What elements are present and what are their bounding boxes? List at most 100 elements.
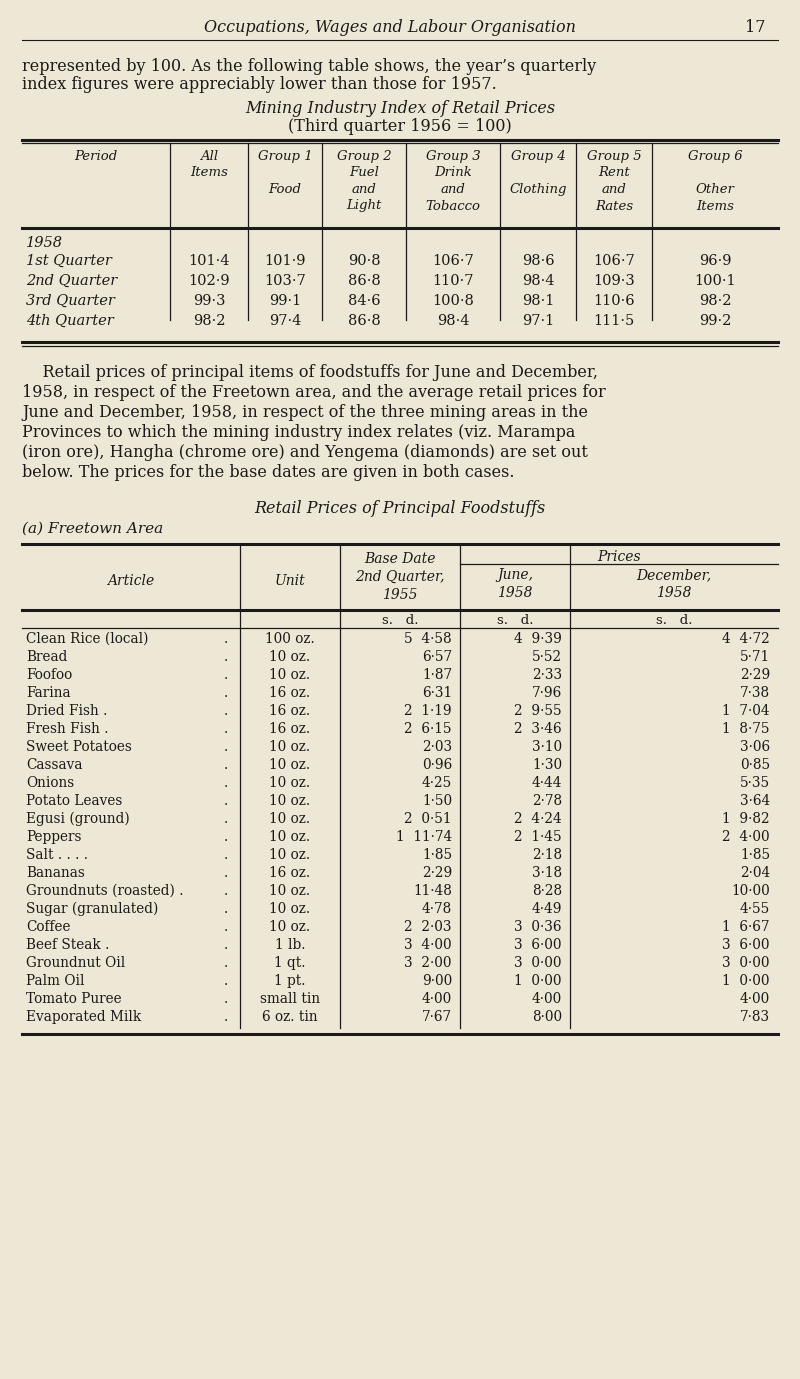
Text: 100·1: 100·1 [694, 274, 736, 288]
Text: s.   d.: s. d. [656, 614, 692, 627]
Text: Prices: Prices [597, 550, 641, 564]
Text: small tin: small tin [260, 992, 320, 1007]
Text: 98·4: 98·4 [437, 314, 470, 328]
Text: 1  7·04: 1 7·04 [722, 705, 770, 718]
Text: 2·18: 2·18 [532, 848, 562, 862]
Text: 3·06: 3·06 [740, 741, 770, 754]
Text: 110·7: 110·7 [432, 274, 474, 288]
Text: 86·8: 86·8 [348, 314, 380, 328]
Text: 3·10: 3·10 [532, 741, 562, 754]
Text: Potato Leaves: Potato Leaves [26, 794, 122, 808]
Text: 2  1·45: 2 1·45 [514, 830, 562, 844]
Text: 4·00: 4·00 [532, 992, 562, 1007]
Text: 17: 17 [745, 19, 766, 36]
Text: Coffee: Coffee [26, 920, 70, 934]
Text: 4·00: 4·00 [740, 992, 770, 1007]
Text: .: . [224, 705, 228, 718]
Text: represented by 100. As the following table shows, the year’s quarterly: represented by 100. As the following tab… [22, 58, 596, 74]
Text: 98·4: 98·4 [522, 274, 554, 288]
Text: 2  4·00: 2 4·00 [722, 830, 770, 844]
Text: Cassava: Cassava [26, 758, 82, 772]
Text: .: . [224, 758, 228, 772]
Text: Beef Steak .: Beef Steak . [26, 938, 110, 952]
Text: 99·3: 99·3 [193, 294, 226, 308]
Text: 4·00: 4·00 [422, 992, 452, 1007]
Text: (Third quarter 1956 = 100): (Third quarter 1956 = 100) [288, 119, 512, 135]
Text: .: . [224, 938, 228, 952]
Text: 106·7: 106·7 [432, 254, 474, 268]
Text: 1 lb.: 1 lb. [274, 938, 306, 952]
Text: 7·96: 7·96 [532, 685, 562, 701]
Text: Groundnuts (roasted) .: Groundnuts (roasted) . [26, 884, 183, 898]
Text: 1  0·00: 1 0·00 [514, 974, 562, 987]
Text: Clean Rice (local): Clean Rice (local) [26, 632, 149, 645]
Text: 2nd Quarter: 2nd Quarter [26, 274, 118, 288]
Text: 4th Quarter: 4th Quarter [26, 314, 114, 328]
Text: 1st Quarter: 1st Quarter [26, 254, 112, 268]
Text: (iron ore), Hangha (chrome ore) and Yengema (diamonds) are set out: (iron ore), Hangha (chrome ore) and Yeng… [22, 444, 588, 461]
Text: 3rd Quarter: 3rd Quarter [26, 294, 115, 308]
Text: 0·96: 0·96 [422, 758, 452, 772]
Text: .: . [224, 902, 228, 916]
Text: 100·8: 100·8 [432, 294, 474, 308]
Text: Group 1

Food: Group 1 Food [258, 150, 312, 196]
Text: 96·9: 96·9 [698, 254, 731, 268]
Text: 98·2: 98·2 [193, 314, 226, 328]
Text: 7·83: 7·83 [740, 1009, 770, 1025]
Text: (a) Freetown Area: (a) Freetown Area [22, 523, 163, 536]
Text: .: . [224, 685, 228, 701]
Text: .: . [224, 812, 228, 826]
Text: .: . [224, 956, 228, 969]
Text: Sweet Potatoes: Sweet Potatoes [26, 741, 132, 754]
Text: 10 oz.: 10 oz. [270, 776, 310, 790]
Text: .: . [224, 830, 228, 844]
Text: 3  0·00: 3 0·00 [514, 956, 562, 969]
Text: 1  6·67: 1 6·67 [722, 920, 770, 934]
Text: 7·38: 7·38 [740, 685, 770, 701]
Text: .: . [224, 776, 228, 790]
Text: 103·7: 103·7 [264, 274, 306, 288]
Text: Onions: Onions [26, 776, 74, 790]
Text: Dried Fish .: Dried Fish . [26, 705, 107, 718]
Text: 2  3·46: 2 3·46 [514, 723, 562, 736]
Text: 5  4·58: 5 4·58 [404, 632, 452, 645]
Text: 99·1: 99·1 [269, 294, 301, 308]
Text: 10 oz.: 10 oz. [270, 848, 310, 862]
Text: .: . [224, 650, 228, 665]
Text: 16 oz.: 16 oz. [270, 705, 310, 718]
Text: Palm Oil: Palm Oil [26, 974, 85, 987]
Text: .: . [224, 667, 228, 683]
Text: Tomato Puree: Tomato Puree [26, 992, 122, 1007]
Text: 97·1: 97·1 [522, 314, 554, 328]
Text: 5·71: 5·71 [740, 650, 770, 665]
Text: 11·48: 11·48 [413, 884, 452, 898]
Text: Retail Prices of Principal Foodstuffs: Retail Prices of Principal Foodstuffs [254, 501, 546, 517]
Text: 101·4: 101·4 [188, 254, 230, 268]
Text: 2  9·55: 2 9·55 [514, 705, 562, 718]
Text: .: . [224, 866, 228, 880]
Text: .: . [224, 920, 228, 934]
Text: Egusi (ground): Egusi (ground) [26, 812, 130, 826]
Text: 10 oz.: 10 oz. [270, 794, 310, 808]
Text: 5·52: 5·52 [532, 650, 562, 665]
Text: 5·35: 5·35 [740, 776, 770, 790]
Text: 100 oz.: 100 oz. [265, 632, 315, 645]
Text: Group 5
Rent
and
Rates: Group 5 Rent and Rates [586, 150, 642, 212]
Text: 8·28: 8·28 [532, 884, 562, 898]
Text: 3  6·00: 3 6·00 [722, 938, 770, 952]
Text: Evaporated Milk: Evaporated Milk [26, 1009, 142, 1025]
Text: 2·04: 2·04 [740, 866, 770, 880]
Text: 8·00: 8·00 [532, 1009, 562, 1025]
Text: 10 oz.: 10 oz. [270, 920, 310, 934]
Text: below. The prices for the base dates are given in both cases.: below. The prices for the base dates are… [22, 463, 514, 481]
Text: 90·8: 90·8 [348, 254, 380, 268]
Text: 1·30: 1·30 [532, 758, 562, 772]
Text: 1·85: 1·85 [740, 848, 770, 862]
Text: All
Items: All Items [190, 150, 228, 179]
Text: Base Date
2nd Quarter,
1955: Base Date 2nd Quarter, 1955 [355, 552, 445, 601]
Text: 97·4: 97·4 [269, 314, 301, 328]
Text: 4·49: 4·49 [531, 902, 562, 916]
Text: December,
1958: December, 1958 [637, 568, 711, 600]
Text: 1  0·00: 1 0·00 [722, 974, 770, 987]
Text: 10 oz.: 10 oz. [270, 741, 310, 754]
